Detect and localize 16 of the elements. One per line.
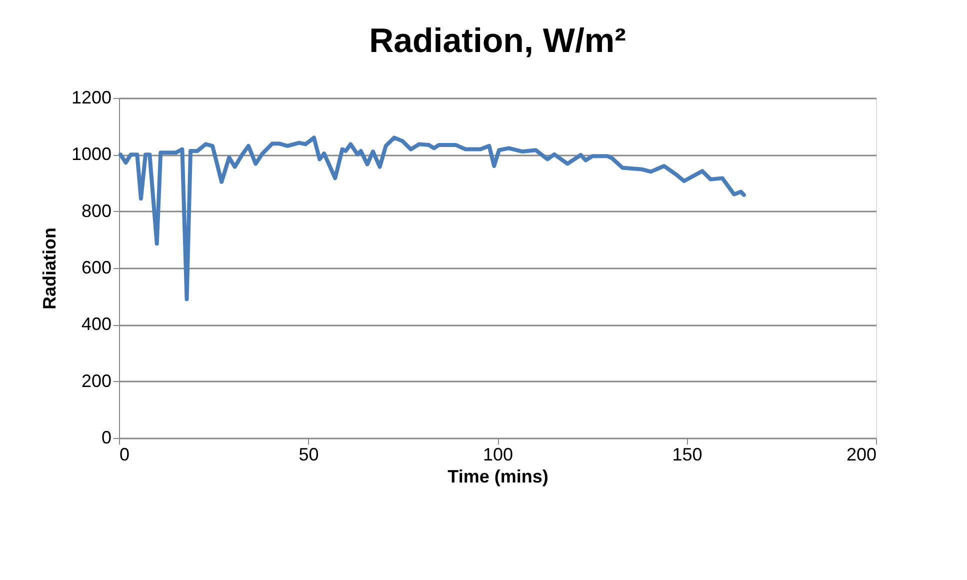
y-tick-label: 200 (81, 370, 112, 391)
line-series (118, 136, 746, 302)
y-tick-label: 1000 (71, 144, 112, 164)
x-tick-label: 50 (298, 444, 319, 464)
x-tick-label: 100 (482, 444, 514, 464)
y-tick-label: 1200 (71, 88, 112, 108)
y-axis-title: Radiation (39, 227, 60, 310)
y-tick-label: 0 (101, 428, 112, 448)
y-tick-label: 600 (81, 258, 112, 278)
y-tick-label: 800 (81, 200, 112, 221)
chart-title: Radiation, W/m² (369, 22, 626, 60)
x-tick-label: 150 (672, 444, 702, 464)
x-axis-title: Time (mins) (448, 466, 548, 486)
y-tick-label: 400 (81, 314, 112, 334)
x-tick-label: 0 (120, 444, 130, 464)
x-tick-label: 200 (846, 444, 876, 464)
